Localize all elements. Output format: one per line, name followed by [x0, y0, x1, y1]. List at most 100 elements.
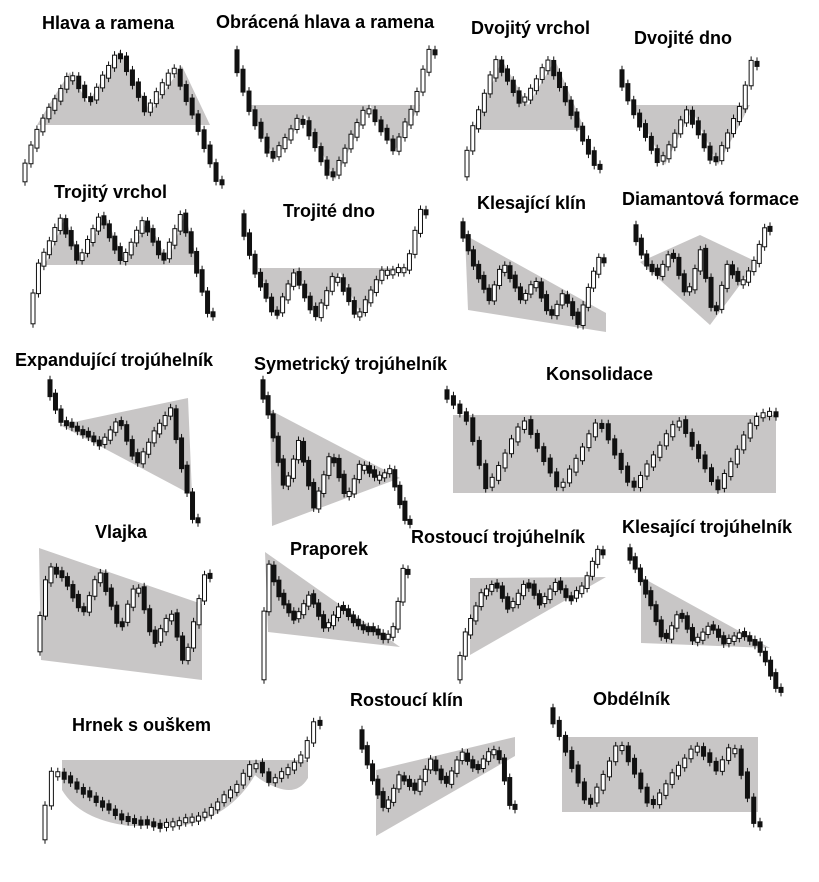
rising-wedge-candle [443, 775, 449, 784]
rectangle-candle [588, 797, 594, 805]
falling-wedge-candle [465, 234, 471, 252]
consolidation-candle [457, 403, 463, 414]
consolidation-candle [579, 446, 585, 462]
triple-top-candle [183, 212, 189, 234]
cup-handle-candle [311, 721, 317, 744]
consolidation-candle [631, 480, 637, 488]
rectangle-candle [606, 760, 612, 778]
inverse-head-shoulders-candle [336, 159, 342, 176]
title-expanding-triangle: Expandující trojúhelník [15, 350, 214, 370]
head-shoulders-candle [22, 162, 28, 183]
cup-handle-candle [93, 795, 99, 803]
symmetric-triangle-candle [356, 463, 362, 480]
diamond-candles [633, 220, 773, 315]
double-top-candle [522, 96, 528, 103]
symmetric-triangle-candle [311, 481, 317, 509]
triple-bottom-candle [379, 269, 385, 281]
expanding-triangle-candle [124, 424, 130, 442]
diamond-candle [746, 270, 752, 283]
consolidation-candle [502, 452, 508, 469]
consolidation-candle [515, 426, 521, 443]
head-shoulders-candle [64, 76, 70, 90]
inverse-head-shoulders-candle [234, 49, 240, 74]
double-bottom-candle [637, 112, 643, 128]
cup-handle-candle [48, 770, 54, 807]
ascending-triangle-candle [468, 618, 474, 636]
rising-wedge-candle [401, 775, 407, 782]
consolidation-pattern [444, 385, 779, 494]
diamond-pattern [633, 220, 773, 325]
pennant-candle [365, 626, 371, 633]
double-top-candle [533, 78, 539, 92]
pennant-candle [375, 628, 381, 636]
diamond-candle [644, 253, 650, 267]
inverse-head-shoulders-candle [288, 128, 294, 141]
cup-handle-candle [170, 821, 176, 828]
head-shoulders-candle [165, 72, 171, 86]
descending-triangle-candle [669, 625, 675, 640]
descending-triangle-candle [778, 686, 784, 693]
triple-bottom-candle [401, 267, 407, 274]
flag-candle [108, 587, 114, 607]
consolidation-candles [444, 385, 779, 494]
triple-bottom-candle [417, 208, 423, 234]
double-bottom-candle [619, 69, 625, 88]
title-falling-wedge: Klesající klín [477, 193, 587, 213]
triple-top-candle [155, 240, 161, 256]
rectangle-candle [738, 748, 744, 776]
triple-bottom-candle [340, 277, 346, 292]
symmetric-triangle-candle [397, 484, 403, 506]
descending-triangle-candle [658, 619, 664, 638]
descending-triangle-candles [627, 543, 784, 697]
cup-handle-candle [189, 816, 195, 823]
expanding-triangle-candle [74, 425, 80, 432]
ascending-triangle-candle [563, 588, 569, 598]
double-top-candle [464, 149, 470, 178]
expanding-triangle-candle [80, 429, 86, 436]
pennant-candle [355, 618, 361, 627]
falling-wedge-candle [554, 303, 560, 317]
flag-candle [196, 598, 202, 626]
diamond-candle [762, 227, 768, 248]
head-shoulders-candle [100, 74, 106, 89]
head-shoulders-candle [76, 75, 82, 90]
cup-handle-candle [55, 771, 61, 778]
inverse-head-shoulders-pattern [234, 45, 438, 181]
rectangle-candle [675, 764, 681, 777]
head-shoulders-candle [171, 67, 177, 75]
symmetric-triangle-candle [377, 474, 383, 481]
inverse-head-shoulders-candle [342, 147, 348, 164]
rectangle-candle [669, 772, 675, 785]
triple-bottom-candle [252, 253, 258, 275]
symmetric-triangle-candle [265, 395, 271, 416]
descending-triangle-candle [721, 635, 727, 645]
double-top-candle [551, 59, 557, 77]
diamond-candle [708, 276, 714, 308]
expanding-triangle-zone [60, 398, 192, 495]
falling-wedge-candle [523, 293, 529, 301]
flag-candle [75, 593, 81, 609]
consolidation-candle [612, 438, 618, 456]
pennant-candle [266, 563, 272, 613]
diamond-candle [767, 225, 773, 232]
rising-wedge-zone [376, 737, 515, 836]
consolidation-candle [708, 467, 714, 483]
rising-wedge-candle [380, 791, 386, 808]
double-bottom-candle [642, 123, 648, 138]
ascending-triangle-candle [510, 601, 516, 609]
flag-candle [169, 613, 175, 622]
inverse-head-shoulders-zone [250, 105, 420, 180]
falling-wedge-candle [486, 287, 492, 302]
inverse-head-shoulders-candle [318, 146, 324, 163]
consolidation-candle [599, 422, 605, 429]
pennant-candle [360, 624, 366, 631]
diamond-candle [713, 305, 719, 312]
rising-wedge-candle [385, 799, 391, 809]
diamond-candle [660, 263, 666, 277]
head-shoulders-candle [112, 54, 118, 69]
descending-triangle-candle [716, 628, 722, 638]
triple-top-candle [117, 246, 123, 262]
double-bottom-candle [648, 135, 654, 151]
cup-handle-candle [61, 771, 67, 780]
symmetric-triangle-candle [407, 518, 413, 525]
